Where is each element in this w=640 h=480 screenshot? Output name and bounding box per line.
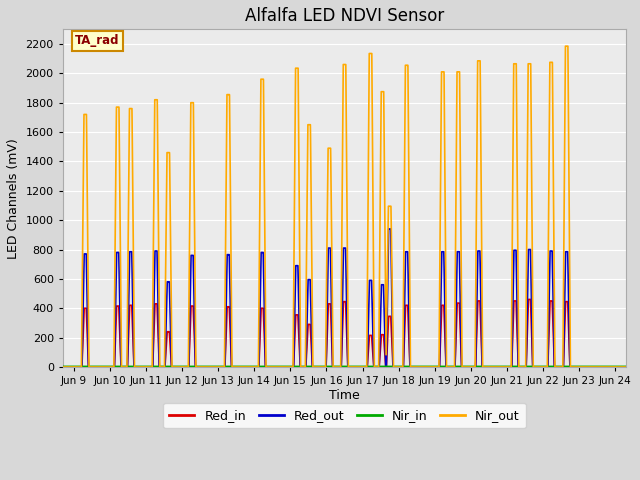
Y-axis label: LED Channels (mV): LED Channels (mV) [7, 138, 20, 259]
Legend: Red_in, Red_out, Nir_in, Nir_out: Red_in, Red_out, Nir_in, Nir_out [163, 403, 525, 428]
Title: Alfalfa LED NDVI Sensor: Alfalfa LED NDVI Sensor [245, 7, 444, 25]
Text: TA_rad: TA_rad [75, 35, 120, 48]
X-axis label: Time: Time [329, 389, 360, 402]
